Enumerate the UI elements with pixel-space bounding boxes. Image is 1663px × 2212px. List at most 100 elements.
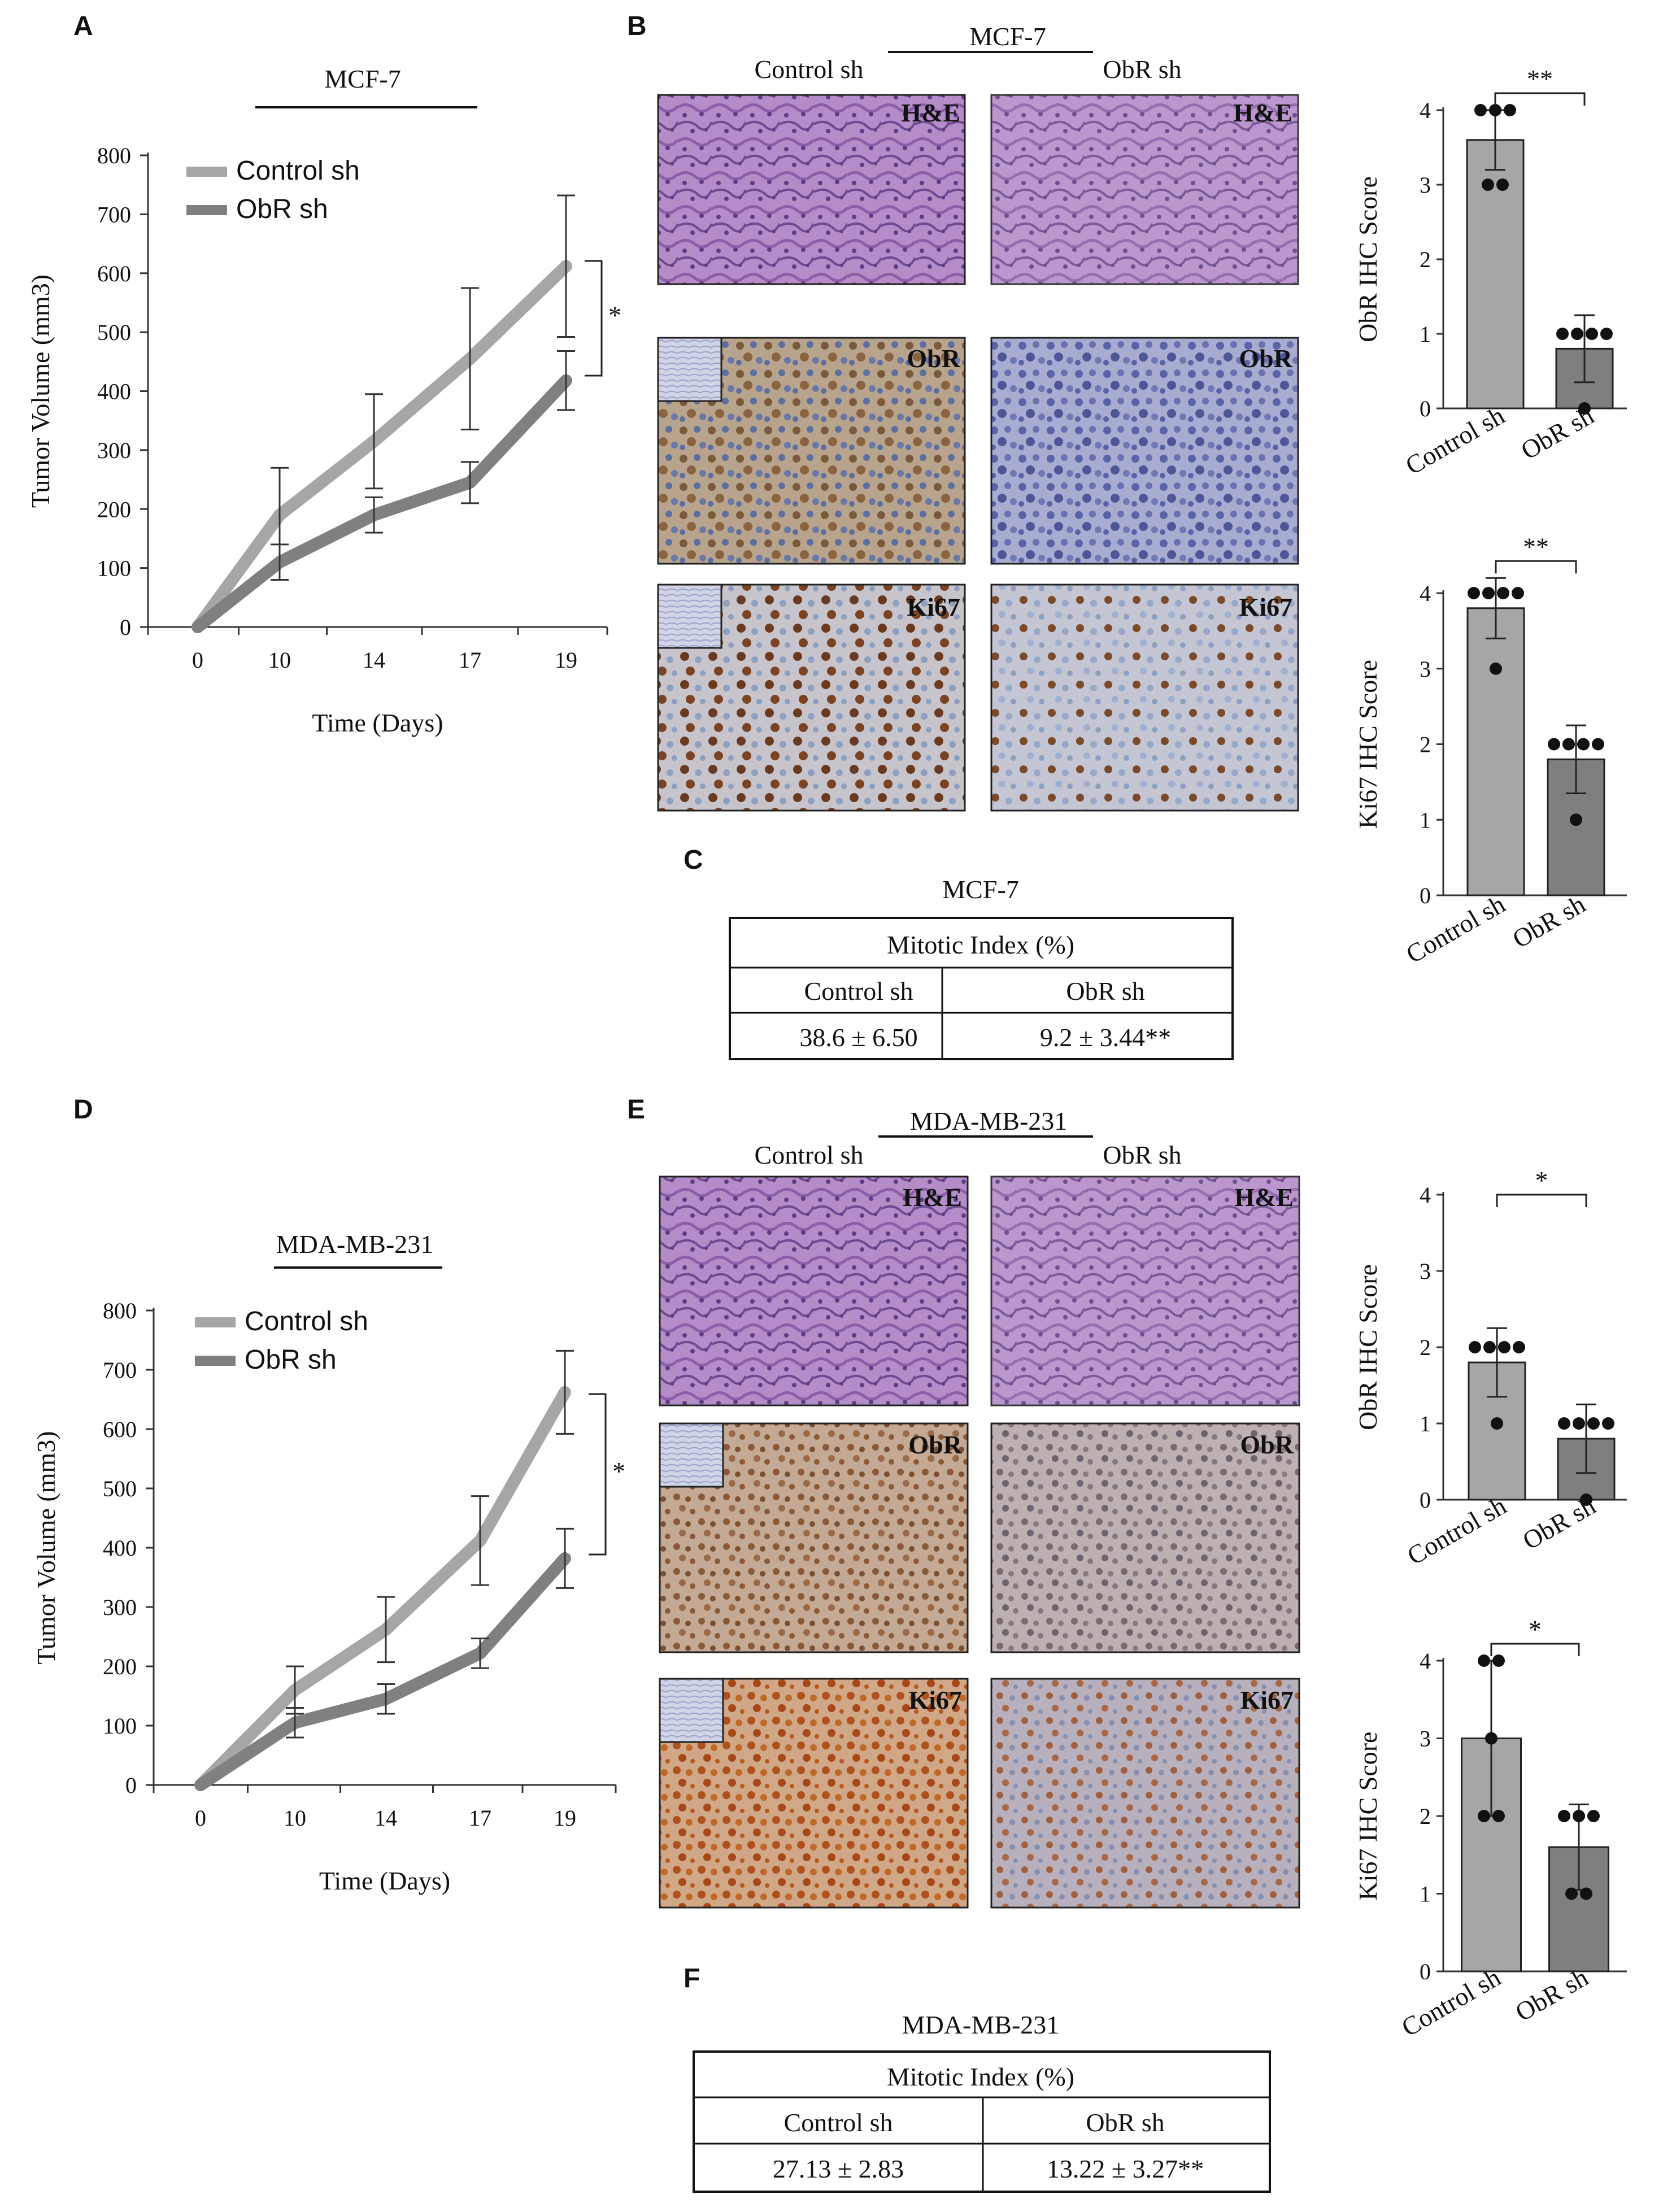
table-col-obr: ObR sh: [1066, 977, 1144, 1005]
significance-bracket: [1496, 1194, 1587, 1207]
data-point: [1491, 1417, 1503, 1430]
panel-label-f: F: [684, 1963, 700, 1993]
data-point: [1513, 1341, 1525, 1353]
table-col-control: Control sh: [784, 2108, 893, 2137]
panel-label-b: B: [627, 11, 647, 41]
data-point: [1570, 813, 1582, 826]
y-tick-label: 3: [1420, 656, 1431, 682]
panel-f-table: MDA-MB-231 Mitotic Index (%) Control sh …: [693, 2010, 1271, 2193]
data-point: [1573, 1417, 1585, 1430]
data-point: [1586, 328, 1598, 340]
x-tick-label: 19: [555, 647, 577, 673]
stain-label-he: H&E: [1234, 1183, 1294, 1212]
stain-label-he: H&E: [903, 1183, 962, 1212]
y-tick-label: 700: [97, 202, 131, 227]
y-tick-label: 100: [97, 556, 131, 581]
significance-bracket: [585, 260, 603, 377]
x-category-label: Control sh: [1396, 1962, 1505, 2042]
y-tick-label: 3: [1420, 1726, 1431, 1752]
bar: [1466, 607, 1525, 896]
y-tick-label: 2: [1420, 1804, 1431, 1829]
micrograph-mcf7-obr-he: [990, 94, 1299, 285]
data-point: [1580, 1887, 1592, 1900]
y-tick-label: 300: [103, 1595, 137, 1620]
legend-label: Control sh: [236, 156, 360, 186]
data-point: [1571, 328, 1583, 340]
y-tick-label: 200: [103, 1654, 137, 1679]
panel-c-title: MCF-7: [942, 875, 1018, 904]
data-point: [1490, 662, 1502, 675]
panel-label-e: E: [627, 1095, 645, 1125]
y-tick-label: 0: [120, 615, 131, 640]
data-point: [1556, 328, 1569, 340]
x-tick-label: 10: [268, 647, 291, 673]
y-tick-label: 4: [1420, 1648, 1431, 1674]
x-tick-label: 17: [469, 1805, 491, 1831]
table-val-control: 27.13 ± 2.83: [773, 2154, 904, 2183]
significance-bracket: [1495, 560, 1577, 574]
y-axis-label: ObR IHC Score: [1353, 176, 1382, 342]
micrograph-mda-control-he: [659, 1175, 969, 1407]
y-tick-label: 4: [1420, 1182, 1431, 1208]
data-point: [1483, 1341, 1496, 1353]
y-tick-label: 400: [103, 1535, 137, 1561]
table-header: Mitotic Index (%): [887, 2062, 1074, 2091]
micrograph-inset: [657, 584, 722, 649]
data-point: [1496, 178, 1509, 191]
panel-e-col-control: Control sh: [755, 1140, 864, 1169]
significance-marker: *: [612, 1457, 625, 1486]
y-tick-label: 0: [1420, 396, 1431, 421]
micrograph-mda-obr-ki67: [990, 1678, 1300, 1909]
significance-marker: *: [1529, 1615, 1542, 1644]
panel-label-d: D: [73, 1095, 93, 1125]
data-point: [1485, 1732, 1497, 1745]
micrograph-inset: [657, 337, 722, 402]
panel-c-table: MCF-7 Mitotic Index (%) Control sh ObR s…: [729, 875, 1234, 1060]
data-point: [1587, 1810, 1600, 1822]
data-point: [1512, 587, 1524, 599]
y-tick-label: 1: [1420, 807, 1431, 833]
chart-e-obr-ihc: 0 1 2 3 4 ObR IHC Score Control sh ObR sh *: [1353, 1166, 1627, 1570]
micrograph-mcf7-control-he: [657, 94, 966, 285]
micrograph-mcf7-obr-obr: [990, 337, 1299, 565]
panel-b-title: MCF-7: [969, 22, 1046, 51]
y-tick-label: 3: [1420, 1259, 1431, 1284]
significance-bracket: [1490, 1643, 1580, 1656]
legend-label: ObR sh: [245, 1345, 337, 1375]
panel-label-c: C: [684, 845, 703, 875]
x-tick-label: 14: [375, 1805, 397, 1831]
chart-b-obr-ihc: 0 1 2 3 4 ObR IHC Score Control sh ObR sh **: [1353, 64, 1627, 480]
legend-label: ObR sh: [236, 194, 328, 224]
data-point: [1482, 587, 1495, 599]
y-axis-label: Tumor Volume (mm3): [32, 1431, 60, 1664]
data-point: [1558, 1417, 1570, 1430]
stain-label-obr: ObR: [1239, 344, 1292, 373]
y-tick-label: 100: [103, 1713, 137, 1739]
y-tick-label: 700: [103, 1357, 137, 1383]
stain-label-ki67: Ki67: [908, 1686, 962, 1714]
y-axis-label: ObR IHC Score: [1353, 1264, 1382, 1430]
panel-a-title: MCF-7: [324, 64, 400, 93]
y-tick-label: 600: [103, 1417, 137, 1442]
data-point: [1600, 328, 1613, 340]
series-line: [191, 374, 572, 633]
bar: [1466, 139, 1525, 410]
panel-e-micrographs: H&E H&E ObR ObR Ki67 Ki67: [659, 1175, 1300, 1909]
data-point: [1469, 1341, 1481, 1353]
table-col-control: Control sh: [804, 977, 913, 1005]
data-point: [1578, 402, 1591, 415]
y-tick-label: 4: [1420, 98, 1431, 123]
panel-d-title: MDA-MB-231: [276, 1230, 434, 1259]
data-point: [1489, 104, 1501, 116]
table-val-obr: 9.2 ± 3.44**: [1040, 1023, 1171, 1052]
data-point: [1497, 587, 1509, 599]
stain-label-obr: ObR: [908, 1430, 962, 1459]
y-tick-label: 2: [1420, 1335, 1431, 1360]
y-tick-label: 2: [1420, 732, 1431, 757]
significance-marker: *: [1535, 1166, 1548, 1195]
data-point: [1602, 1417, 1614, 1430]
panel-e-col-obr: ObR sh: [1103, 1140, 1181, 1169]
y-tick-label: 500: [103, 1476, 137, 1501]
series-line: [194, 1386, 571, 1791]
